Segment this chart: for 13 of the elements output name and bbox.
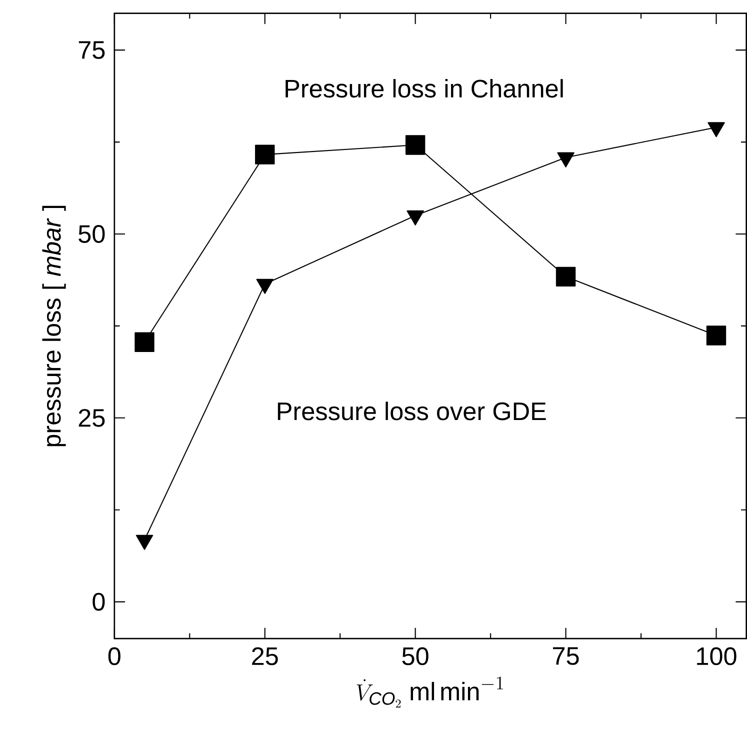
x-tick-label: 50 <box>402 647 428 665</box>
x-tick-label: 25 <box>252 647 278 665</box>
text: Pressure loss over GDE <box>278 402 546 420</box>
y-tick-label: 25 <box>78 408 105 427</box>
x-tick-label: 75 <box>553 647 579 665</box>
x-axis-title: $\dot{V}_{\mathit{CO}_2}\;\mathrm{ml\,min}^{-1}$ <box>356 676 504 708</box>
x-tick-label: 100 <box>697 647 736 665</box>
y-tick-label: 0 <box>92 592 105 611</box>
series-label: Pressure loss in Channel <box>286 78 563 98</box>
y-tick-label: 50 <box>78 224 105 243</box>
y-tick-label: 75 <box>78 41 105 59</box>
x-tick-label: 0 <box>108 647 120 665</box>
y-axis-title: pressure loss [ mbar ] <box>42 206 66 446</box>
